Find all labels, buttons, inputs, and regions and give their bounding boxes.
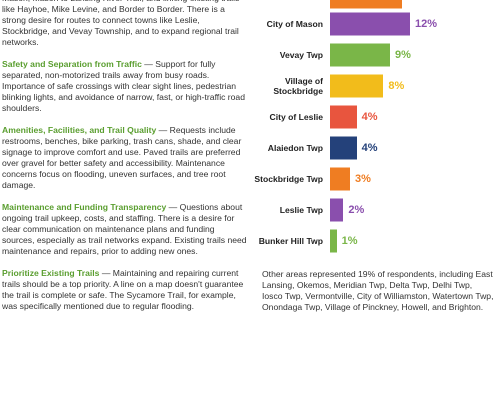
bar: [330, 12, 410, 36]
value-label: 8%: [388, 80, 405, 92]
section-heading: Amenities, Facilities, and Trail Quality: [2, 125, 157, 135]
paragraph: Amenities, Facilities, and Trail Quality…: [2, 125, 248, 191]
category-label: City of Mason: [266, 19, 323, 29]
category-label: Stockbridge Twp: [254, 174, 323, 184]
category-label: City of Leslie: [269, 112, 323, 122]
category-label: Vevay Twp: [279, 50, 323, 60]
value-label: 1%: [341, 235, 358, 247]
section-body: — Maintaining and repairing current trai…: [2, 268, 244, 311]
bar: [330, 74, 384, 98]
bar: [330, 105, 357, 129]
section-heading: Prioritize Existing Trails: [2, 268, 100, 278]
paragraph: Maintenance and Funding Transparency — Q…: [2, 202, 248, 257]
paragraph: Safety and Separation from Traffic — Sup…: [2, 59, 248, 114]
section-heading: Safety and Separation from Traffic: [2, 59, 142, 69]
value-label: 4%: [361, 142, 378, 154]
chart-note: Other areas represented 19% of responden…: [262, 269, 494, 312]
category-label: Alaiedon Twp: [267, 143, 323, 153]
bar: [330, 136, 357, 160]
category-label: Village of Stockbridge: [273, 76, 323, 96]
paragraph: Prioritize Existing Trails — Maintaining…: [2, 268, 248, 312]
section-body: — Requests include restrooms, benches, b…: [2, 125, 242, 190]
section-body: — Support for fully separated, non-motor…: [2, 59, 245, 113]
bar: [330, 167, 350, 191]
paragraph: Mason, Mason to Lansing River Trail, and…: [2, 0, 239, 47]
value-label: 4%: [361, 111, 378, 123]
value-label: 9%: [395, 49, 411, 61]
bar: [330, 198, 344, 222]
category-label: Bunker Hill Twp: [258, 236, 323, 246]
bar: [330, 229, 337, 253]
value-label: 3%: [355, 173, 371, 185]
category-label: Leslie Twp: [279, 205, 323, 215]
section-body: — Questions about ongoing trail upkeep, …: [2, 202, 247, 256]
bar: [330, 43, 390, 67]
section-heading: Maintenance and Funding Transparency: [2, 202, 167, 212]
text-column: Mason, Mason to Lansing River Trail, and…: [2, 0, 248, 323]
value-label: 12%: [415, 18, 438, 30]
value-label: 2%: [348, 204, 365, 216]
clipped-bar: [330, 0, 402, 9]
